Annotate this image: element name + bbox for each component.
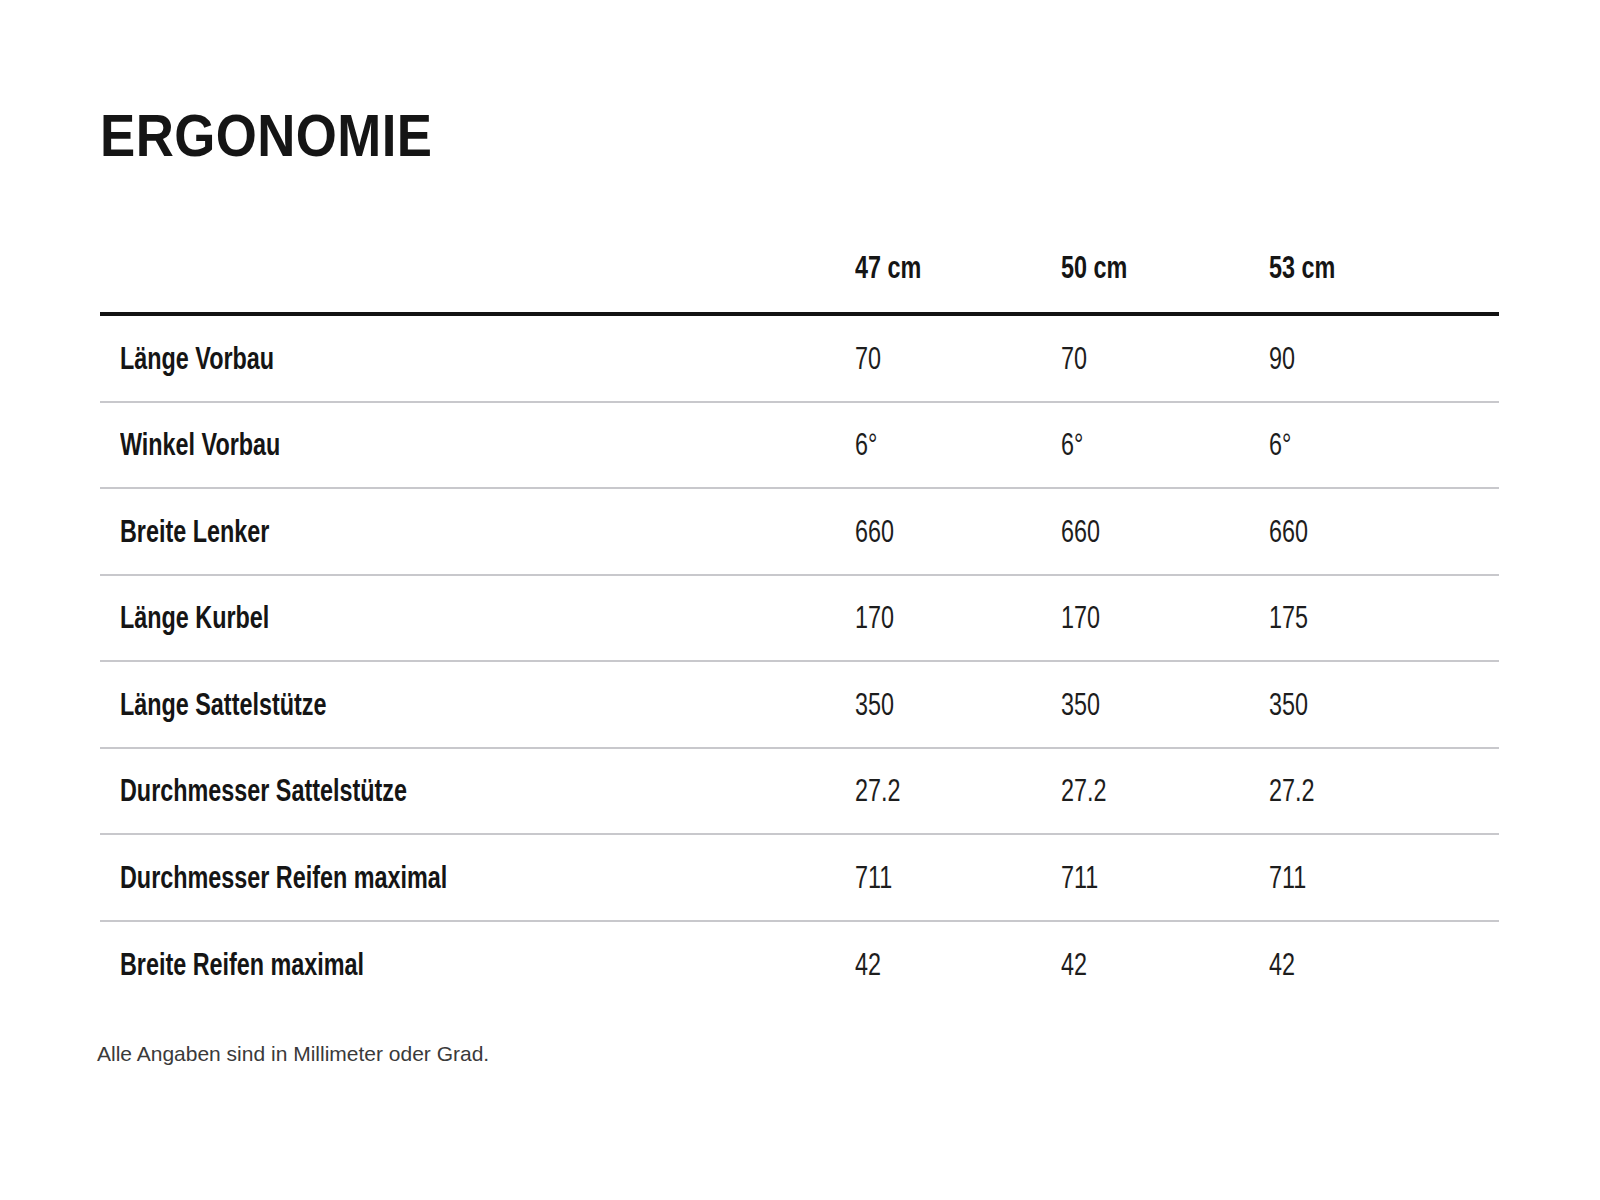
table-row: Breite Reifen maximal 42 42 42 <box>100 922 1499 1009</box>
value-cell: 175 <box>1269 599 1499 636</box>
value-cell: 27.2 <box>1269 772 1499 809</box>
value-cell: 350 <box>1061 686 1269 723</box>
cell-value: 660 <box>1269 513 1308 550</box>
value-cell: 711 <box>1269 859 1499 896</box>
row-label: Länge Sattelstütze <box>120 686 326 723</box>
cell-value: 6° <box>1269 426 1291 463</box>
row-label: Durchmesser Reifen maximal <box>120 859 447 896</box>
table-row: Breite Lenker 660 660 660 <box>100 489 1499 576</box>
ergonomics-page: ERGONOMIE 47 cm 50 cm 53 cm Länge Vorbau… <box>0 0 1600 1066</box>
table-row: Winkel Vorbau 6° 6° 6° <box>100 403 1499 490</box>
cell-value: 170 <box>855 599 894 636</box>
table-footnote-text: Alle Angaben sind in Millimeter oder Gra… <box>97 1042 489 1065</box>
column-header-size-50: 50 cm <box>1061 249 1269 286</box>
value-cell: 660 <box>855 513 1061 550</box>
row-label: Durchmesser Sattelstütze <box>120 772 407 809</box>
value-cell: 70 <box>855 340 1061 377</box>
value-cell: 27.2 <box>1061 772 1269 809</box>
cell-value: 711 <box>1269 859 1306 896</box>
row-label-cell: Länge Kurbel <box>100 599 855 636</box>
value-cell: 170 <box>855 599 1061 636</box>
value-cell: 27.2 <box>855 772 1061 809</box>
value-cell: 42 <box>1061 946 1269 983</box>
row-label: Länge Vorbau <box>120 340 274 377</box>
table-row: Durchmesser Sattelstütze 27.2 27.2 27.2 <box>100 749 1499 836</box>
row-label-cell: Winkel Vorbau <box>100 426 855 463</box>
row-label-cell: Länge Sattelstütze <box>100 686 855 723</box>
cell-value: 90 <box>1269 340 1295 377</box>
value-cell: 70 <box>1061 340 1269 377</box>
row-label-cell: Länge Vorbau <box>100 340 855 377</box>
value-cell: 6° <box>855 426 1061 463</box>
table-header-row: 47 cm 50 cm 53 cm <box>100 217 1499 316</box>
cell-value: 350 <box>1269 686 1308 723</box>
cell-value: 175 <box>1269 599 1308 636</box>
cell-value: 6° <box>1061 426 1083 463</box>
cell-value: 350 <box>1061 686 1100 723</box>
cell-value: 70 <box>855 340 881 377</box>
value-cell: 660 <box>1269 513 1499 550</box>
table-row: Länge Vorbau 70 70 90 <box>100 316 1499 403</box>
value-cell: 90 <box>1269 340 1499 377</box>
row-label: Winkel Vorbau <box>120 426 280 463</box>
page-title-text: ERGONOMIE <box>100 106 433 166</box>
cell-value: 6° <box>855 426 877 463</box>
table-footnote: Alle Angaben sind in Millimeter oder Gra… <box>97 1042 1600 1066</box>
row-label-cell: Breite Lenker <box>100 513 855 550</box>
page-title: ERGONOMIE <box>100 106 1600 166</box>
cell-value: 70 <box>1061 340 1087 377</box>
value-cell: 350 <box>1269 686 1499 723</box>
table-row: Durchmesser Reifen maximal 711 711 711 <box>100 835 1499 922</box>
row-label: Länge Kurbel <box>120 599 269 636</box>
row-label-cell: Breite Reifen maximal <box>100 946 855 983</box>
value-cell: 711 <box>855 859 1061 896</box>
cell-value: 27.2 <box>1061 772 1106 809</box>
cell-value: 42 <box>1061 946 1087 983</box>
cell-value: 42 <box>855 946 881 983</box>
row-label-cell: Durchmesser Reifen maximal <box>100 859 855 896</box>
cell-value: 350 <box>855 686 894 723</box>
cell-value: 27.2 <box>1269 772 1314 809</box>
value-cell: 711 <box>1061 859 1269 896</box>
value-cell: 350 <box>855 686 1061 723</box>
column-header-size-53: 53 cm <box>1269 249 1499 286</box>
cell-value: 711 <box>855 859 892 896</box>
table-body: Länge Vorbau 70 70 90 Winkel Vorbau 6° 6… <box>100 316 1499 1008</box>
cell-value: 660 <box>855 513 894 550</box>
cell-value: 42 <box>1269 946 1295 983</box>
cell-value: 711 <box>1061 859 1098 896</box>
value-cell: 170 <box>1061 599 1269 636</box>
row-label: Breite Reifen maximal <box>120 946 364 983</box>
table-row: Länge Kurbel 170 170 175 <box>100 576 1499 663</box>
column-header-size-47: 47 cm <box>855 249 1061 286</box>
table-row: Länge Sattelstütze 350 350 350 <box>100 662 1499 749</box>
value-cell: 42 <box>855 946 1061 983</box>
row-label: Breite Lenker <box>120 513 269 550</box>
cell-value: 660 <box>1061 513 1100 550</box>
cell-value: 27.2 <box>855 772 900 809</box>
value-cell: 42 <box>1269 946 1499 983</box>
value-cell: 6° <box>1269 426 1499 463</box>
ergonomics-table: 47 cm 50 cm 53 cm Länge Vorbau 70 70 90 … <box>100 217 1499 1008</box>
value-cell: 6° <box>1061 426 1269 463</box>
row-label-cell: Durchmesser Sattelstütze <box>100 772 855 809</box>
cell-value: 170 <box>1061 599 1100 636</box>
value-cell: 660 <box>1061 513 1269 550</box>
